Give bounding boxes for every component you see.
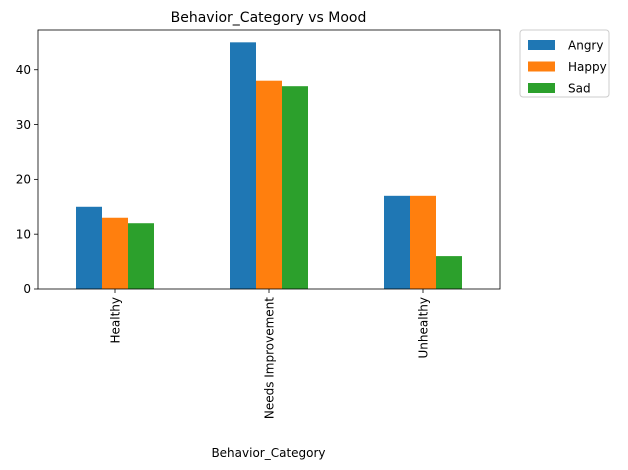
legend-label-angry: Angry — [568, 39, 603, 53]
bar-happy-healthy — [102, 217, 128, 289]
bar-sad-needs-improvement — [282, 86, 308, 289]
legend-swatch-sad — [528, 83, 555, 93]
legend-label-sad: Sad — [568, 82, 591, 96]
y-tick-label: 0 — [23, 282, 31, 296]
bar-happy-needs-improvement — [256, 80, 282, 289]
chart-title: Behavior_Category vs Mood — [171, 10, 367, 26]
y-tick-label: 30 — [16, 118, 31, 132]
bar-sad-healthy — [128, 223, 154, 289]
y-tick-label: 20 — [16, 173, 31, 187]
x-tick-label: Healthy — [109, 297, 123, 344]
x-tick-label: Needs Improvement — [263, 297, 277, 419]
bar-sad-unhealthy — [436, 256, 462, 289]
x-axis-label: Behavior_Category — [211, 446, 325, 460]
x-tick-label: Unhealthy — [417, 297, 431, 358]
y-tick-label: 10 — [16, 227, 31, 241]
y-tick-label: 40 — [16, 63, 31, 77]
axes-layer: 0 10 20 30 40 Healthy Needs Improvement Unhealt… — [16, 29, 501, 419]
bar-happy-unhealthy — [410, 195, 436, 289]
bars-layer — [76, 42, 462, 289]
legend-swatch-happy — [528, 61, 555, 72]
bar-angry-needs-improvement — [230, 42, 256, 289]
legend-swatch-angry — [528, 40, 555, 50]
bar-angry-healthy — [76, 206, 102, 289]
bar-angry-unhealthy — [384, 195, 410, 289]
legend: Angry Happy Sad — [519, 29, 610, 98]
legend-label-happy: Happy — [568, 60, 607, 74]
